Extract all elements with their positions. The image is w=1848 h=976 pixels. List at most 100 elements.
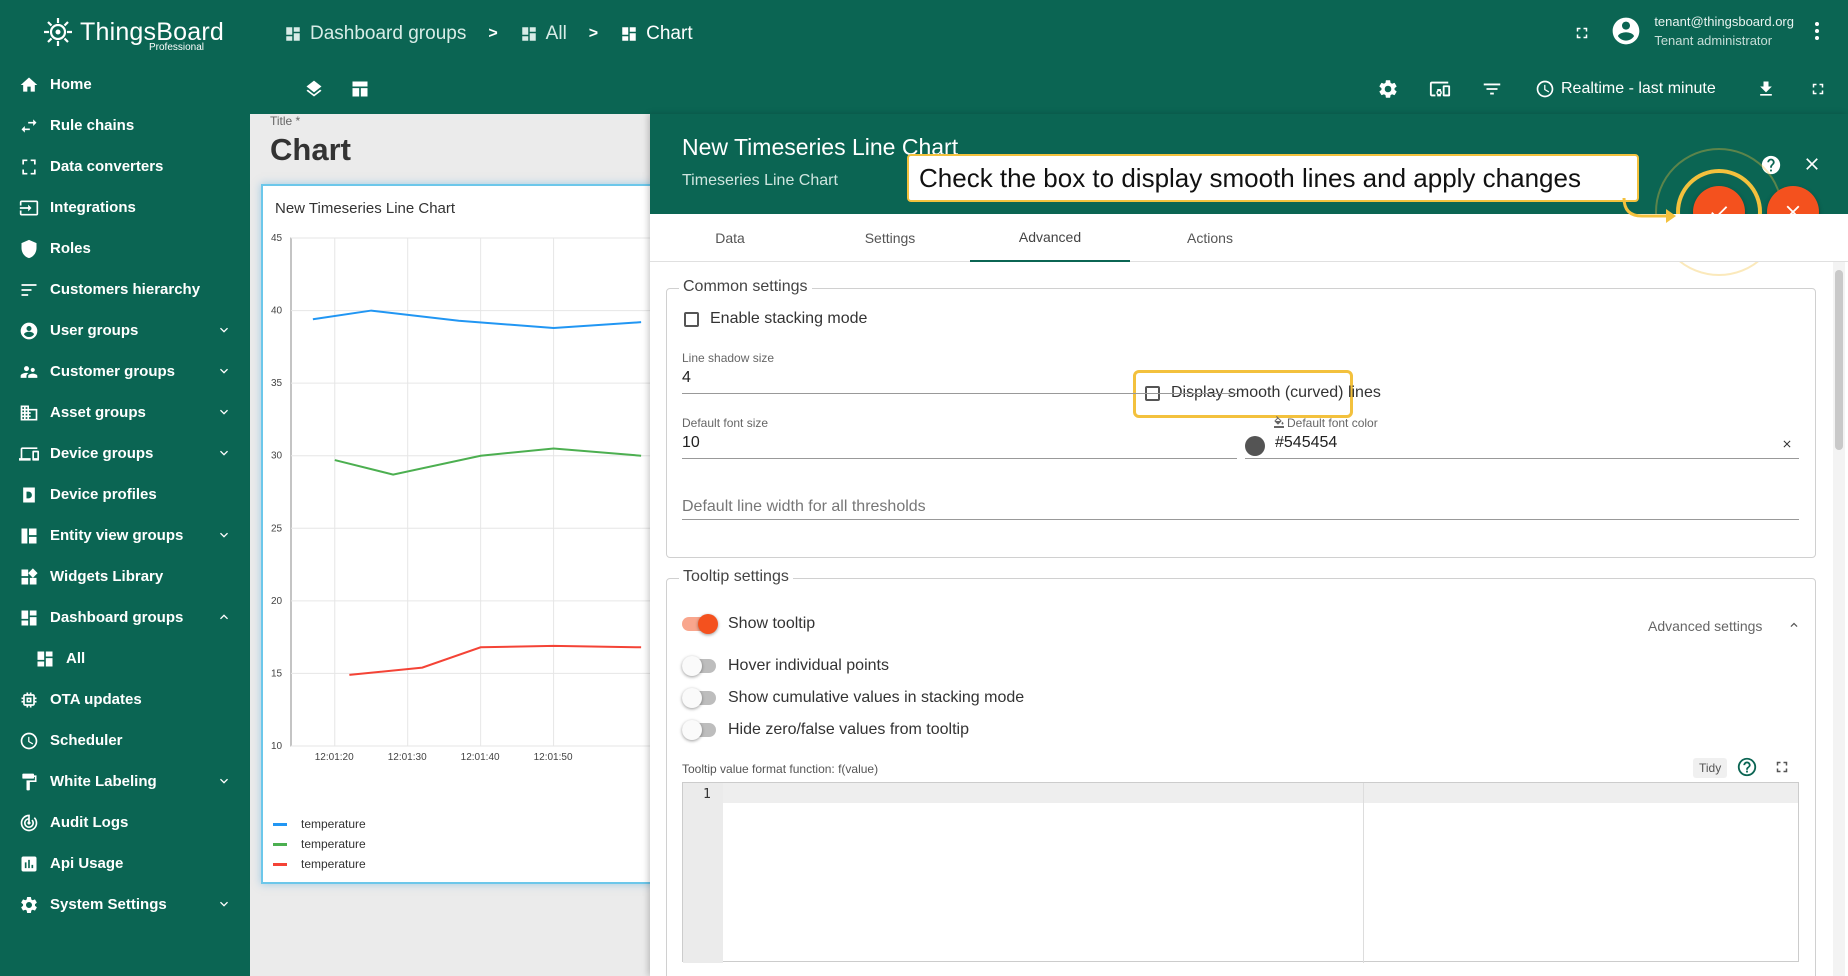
legend-item[interactable]: temperature [273, 834, 366, 854]
line-shadow-size-field[interactable]: Line shadow size 4 [682, 351, 1237, 394]
sidebar-item-label: System Settings [50, 896, 167, 913]
download-icon[interactable] [1754, 77, 1778, 101]
chevron-up-icon[interactable] [1787, 618, 1801, 632]
sidebar-item-device-profiles[interactable]: Device profiles [0, 474, 250, 515]
chevron-down-icon[interactable] [216, 773, 232, 789]
sidebar-item-system-settings[interactable]: System Settings [0, 884, 250, 925]
sidebar-item-integrations[interactable]: Integrations [0, 187, 250, 228]
help-outline-icon[interactable] [1736, 756, 1758, 778]
threshold-line-width-field[interactable]: Default line width for all thresholds [682, 476, 1799, 520]
settings-icon[interactable] [1376, 77, 1400, 101]
chevron-down-icon[interactable] [216, 896, 232, 912]
fullscreen-toggle-icon[interactable] [1570, 21, 1594, 45]
chart-widget[interactable]: New Timeseries Line Chart 10 15 20 25 30 35 40… [261, 184, 663, 884]
sidebar-item-label: Roles [50, 240, 91, 257]
sidebar-item-entity-view-groups[interactable]: Entity view groups [0, 515, 250, 556]
sidebar-item-white-labeling[interactable]: White Labeling [0, 761, 250, 802]
sidebar-item-data-converters[interactable]: Data converters [0, 146, 250, 187]
tab-advanced[interactable]: Advanced [970, 214, 1130, 262]
chevron-down-icon[interactable] [216, 363, 232, 379]
more-vert-icon[interactable] [1814, 21, 1820, 41]
color-swatch[interactable] [1245, 436, 1265, 456]
sidebar-item-label: Device profiles [50, 486, 157, 503]
devices-icon[interactable] [1428, 77, 1452, 101]
toggle-track [682, 656, 716, 676]
sidebar-item-user-groups[interactable]: User groups [0, 310, 250, 351]
sidebar-item-label: Rule chains [50, 117, 135, 134]
fullscreen-icon[interactable] [1773, 758, 1791, 776]
sidebar-item-home[interactable]: Home [0, 64, 250, 105]
tab-actions[interactable]: Actions [1187, 230, 1233, 246]
y-tick-label: 40 [271, 306, 283, 317]
chevron-down-icon[interactable] [216, 322, 232, 338]
line-number: 1 [703, 787, 711, 802]
dashboard-icon [622, 27, 636, 41]
tooltip-format-code-editor[interactable]: 1 [682, 782, 1799, 963]
sidebar-item-api-usage[interactable]: Api Usage [0, 843, 250, 884]
hide-zero-values-toggle[interactable]: Hide zero/false values from tooltip [682, 720, 969, 740]
callout-arrow [1622, 197, 1676, 223]
sidebar-item-widgets-library[interactable]: Widgets Library [0, 556, 250, 597]
sidebar-item-dashboard-groups[interactable]: Dashboard groups [0, 597, 250, 638]
close-icon[interactable] [1802, 154, 1822, 174]
timewindow-button[interactable]: Realtime - last minute [1535, 79, 1716, 99]
toggle-label: Show cumulative values in stacking mode [728, 689, 1025, 706]
sidebar-item-label: Audit Logs [50, 814, 129, 831]
settings-icon [18, 894, 40, 916]
chevron-down-icon[interactable] [216, 527, 232, 543]
editor-tabs: Data Settings Advanced Actions [650, 214, 1848, 262]
dashboard-title[interactable]: Chart [270, 132, 351, 167]
legend-swatch [273, 862, 287, 866]
default-font-color-field[interactable]: Default font color #545454 [1245, 416, 1799, 459]
sidebar-item-scheduler[interactable]: Scheduler [0, 720, 250, 761]
clear-icon[interactable] [1781, 438, 1793, 450]
chevron-down-icon[interactable] [216, 404, 232, 420]
sidebar-item-customers-hierarchy[interactable]: Customers hierarchy [0, 269, 250, 310]
converter-icon [18, 156, 40, 178]
layout-icon[interactable] [348, 77, 372, 101]
chevron-down-icon[interactable] [216, 445, 232, 461]
field-value: #545454 [1275, 434, 1338, 451]
fullscreen-icon[interactable] [1806, 77, 1830, 101]
scrollbar[interactable] [1833, 262, 1845, 976]
tab-data[interactable]: Data [715, 230, 745, 246]
sidebar-item-label: Customers hierarchy [50, 281, 201, 298]
tidy-button[interactable]: Tidy [1693, 758, 1728, 778]
legend-swatch [273, 822, 287, 826]
show-tooltip-toggle[interactable]: Show tooltip [682, 614, 815, 634]
sidebar-item-customer-groups[interactable]: Customer groups [0, 351, 250, 392]
chevron-up-icon[interactable] [216, 609, 232, 625]
cumulative-values-toggle[interactable]: Show cumulative values in stacking mode [682, 688, 1025, 708]
default-font-size-field[interactable]: Default font size 10 [682, 416, 1237, 459]
tab-settings[interactable]: Settings [864, 230, 916, 246]
top-bar: Dashboard groups > All > Chart tenant@th… [250, 0, 1848, 114]
sidebar-item-roles[interactable]: Roles [0, 228, 250, 269]
sidebar-item-ota-updates[interactable]: OTA updates [0, 679, 250, 720]
sidebar: ThingsBoard Professional Home Rule chains… [0, 0, 250, 976]
stacking-mode-checkbox[interactable]: Enable stacking mode [684, 310, 867, 328]
legend-item[interactable]: temperature [273, 814, 366, 834]
sidebar-item-all[interactable]: All [0, 638, 250, 679]
legend-label: temperature [301, 837, 366, 851]
hover-points-toggle[interactable]: Hover individual points [682, 656, 889, 676]
legend-item[interactable]: temperature [273, 854, 366, 874]
sidebar-nav: Home Rule chains Data converters Integratio… [0, 64, 250, 925]
shield-icon [18, 238, 40, 260]
devices-icon [18, 443, 40, 465]
scroll-thumb[interactable] [1835, 270, 1843, 450]
layers-icon[interactable] [302, 77, 326, 101]
field-value: 4 [682, 369, 691, 386]
sidebar-item-asset-groups[interactable]: Asset groups [0, 392, 250, 433]
advanced-settings-toggle[interactable]: Advanced settings [1648, 618, 1763, 634]
user-menu[interactable]: tenant@thingsboard.org Tenant administra… [1610, 14, 1820, 48]
widget-editor-panel: New Timeseries Line Chart Timeseries Lin… [650, 114, 1848, 976]
breadcrumb-dashboard-groups[interactable]: Dashboard groups [284, 23, 466, 45]
sidebar-item-device-groups[interactable]: Device groups [0, 433, 250, 474]
sidebar-item-rule-chains[interactable]: Rule chains [0, 105, 250, 146]
sidebar-item-label: Integrations [50, 199, 136, 216]
filter-icon[interactable] [1480, 77, 1504, 101]
instruction-callout: Check the box to display smooth lines an… [907, 154, 1639, 202]
sidebar-item-audit-logs[interactable]: Audit Logs [0, 802, 250, 843]
breadcrumb-all[interactable]: All [520, 23, 567, 45]
logo[interactable]: ThingsBoard Professional [40, 12, 224, 56]
